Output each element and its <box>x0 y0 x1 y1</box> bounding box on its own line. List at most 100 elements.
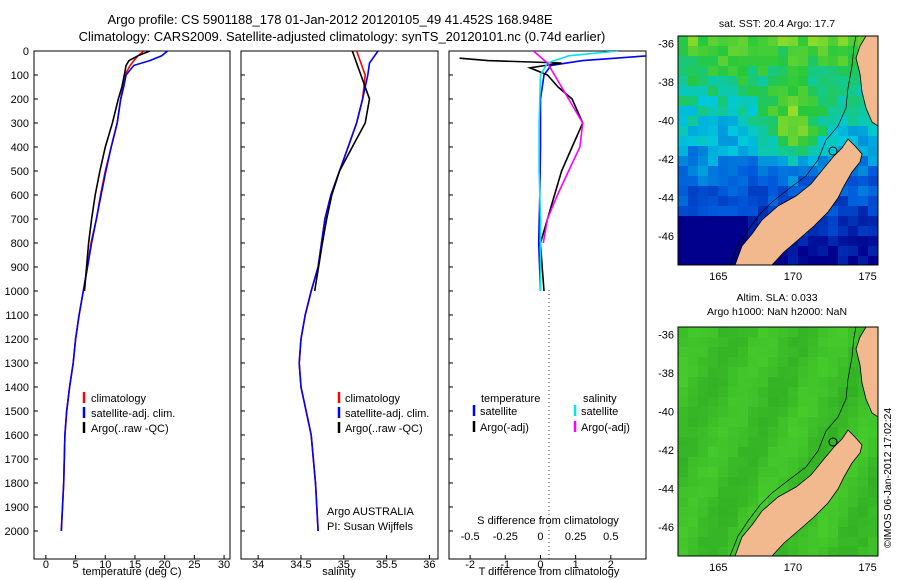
x-tick-label: 35 <box>338 559 350 571</box>
map-cell <box>848 477 859 488</box>
map-cell <box>818 507 829 518</box>
map-cell <box>688 196 699 207</box>
map-cell <box>768 86 779 97</box>
map-cell <box>678 226 689 237</box>
map-cell <box>818 46 829 57</box>
map-cell <box>838 487 849 498</box>
map-cell <box>768 46 779 57</box>
map-cell <box>758 156 769 167</box>
map-cell <box>828 86 839 97</box>
map-cell <box>758 487 769 498</box>
map-cell <box>828 387 839 398</box>
map-cell <box>768 116 779 127</box>
s-difference-label: S difference from climatology <box>477 515 619 527</box>
map-cell <box>688 337 699 348</box>
map-cell <box>798 357 809 368</box>
map-cell <box>808 407 819 418</box>
new-zealand-land <box>734 138 863 265</box>
x-tick-label: -1 <box>500 559 510 571</box>
map-cell <box>758 447 769 458</box>
map-cell <box>748 467 759 478</box>
map-cell <box>858 216 869 227</box>
map-cell <box>778 166 789 177</box>
map-cell <box>748 507 759 518</box>
map-cell <box>718 377 729 388</box>
map-cell <box>768 136 779 147</box>
map-cell <box>778 56 789 67</box>
map-cell <box>788 367 799 378</box>
map-cell <box>698 196 709 207</box>
map-cell <box>718 46 729 57</box>
map-cell <box>778 76 789 87</box>
map-y-tick-label: -40 <box>658 116 674 128</box>
map-cell <box>738 176 749 187</box>
map-cell <box>828 497 839 508</box>
map-cell <box>848 377 859 388</box>
map-cell <box>828 427 839 438</box>
map-cell <box>678 186 689 197</box>
map-cell <box>718 467 729 478</box>
map-cell <box>768 186 779 197</box>
map-cell <box>678 477 689 488</box>
map-cell <box>828 437 839 448</box>
sla-map-title-2: Argo h1000: NaN h2000: NaN <box>707 306 847 318</box>
map-cell <box>798 126 809 137</box>
map-cell <box>798 156 809 167</box>
map-cell <box>698 447 709 458</box>
series-line <box>538 51 618 291</box>
map-cell <box>748 36 759 47</box>
map-cell <box>728 196 739 207</box>
map-cell <box>728 467 739 478</box>
map-x-tick-label: 175 <box>858 271 876 283</box>
map-cell <box>748 447 759 458</box>
map-cell <box>818 537 829 548</box>
map-cell <box>688 36 699 47</box>
map-cell <box>808 357 819 368</box>
map-cell <box>718 76 729 87</box>
map-cell <box>828 397 839 408</box>
map-cell <box>758 427 769 438</box>
map-cell <box>808 226 819 237</box>
map-cell <box>768 36 779 47</box>
map-cell <box>708 146 719 157</box>
map-cell <box>738 236 749 247</box>
map-cell <box>778 106 789 117</box>
map-cell <box>798 116 809 127</box>
map-cell <box>788 146 799 157</box>
map-cell <box>758 417 769 428</box>
map-cell <box>838 226 849 237</box>
map-cell <box>808 537 819 548</box>
map-cell <box>858 387 869 398</box>
map-cell <box>828 236 839 247</box>
map-cell <box>778 337 789 348</box>
map-cell <box>748 106 759 117</box>
map-cell <box>688 447 699 458</box>
map-cell <box>688 206 699 217</box>
map-cell <box>838 427 849 438</box>
map-x-tick-label: 175 <box>858 562 876 574</box>
map-cell <box>688 457 699 468</box>
legend-label: Argo(-adj) <box>581 422 630 434</box>
map-cell <box>718 507 729 518</box>
y-tick-label: 1500 <box>5 406 29 418</box>
difference-legend: temperature salinity satellite Argo(-adj… <box>472 393 630 434</box>
map-cell <box>728 76 739 87</box>
map-cell <box>828 357 839 368</box>
sst-map-title: sat. SST: 20.4 Argo: 17.7 <box>719 18 835 30</box>
map-cell <box>848 246 859 257</box>
map-cell <box>768 56 779 67</box>
map-cell <box>848 176 859 187</box>
map-cell <box>788 186 799 197</box>
map-cell <box>718 186 729 197</box>
map-cell <box>848 497 859 508</box>
map-cell <box>838 367 849 378</box>
map-cell <box>788 176 799 187</box>
map-cell <box>748 66 759 77</box>
map-cell <box>788 56 799 67</box>
map-cell <box>718 497 729 508</box>
map-cell <box>778 146 789 157</box>
map-cell <box>798 417 809 428</box>
map-cell <box>718 246 729 257</box>
map-cell <box>848 547 859 556</box>
map-cell <box>758 477 769 488</box>
